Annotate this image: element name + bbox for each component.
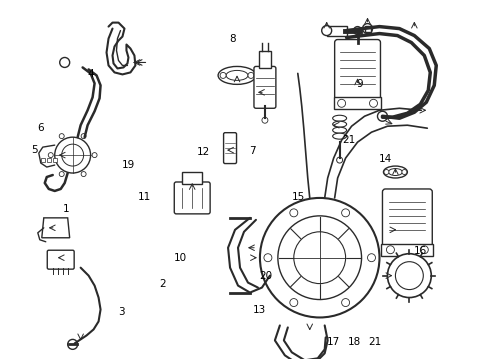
FancyBboxPatch shape: [382, 189, 431, 247]
Ellipse shape: [383, 166, 407, 178]
Text: 1: 1: [63, 204, 70, 215]
Circle shape: [59, 134, 64, 139]
Circle shape: [401, 170, 406, 175]
Circle shape: [277, 216, 361, 300]
Text: 6: 6: [38, 123, 44, 133]
Ellipse shape: [387, 168, 402, 176]
Circle shape: [262, 117, 267, 123]
Text: 13: 13: [253, 305, 266, 315]
Circle shape: [321, 26, 331, 36]
FancyBboxPatch shape: [253, 67, 275, 108]
Circle shape: [395, 262, 423, 289]
FancyBboxPatch shape: [174, 182, 210, 214]
Circle shape: [293, 232, 345, 284]
Text: 9: 9: [356, 79, 363, 89]
Text: 20: 20: [259, 271, 272, 281]
Text: 16: 16: [413, 246, 427, 256]
Text: 19: 19: [122, 160, 135, 170]
Circle shape: [55, 137, 90, 173]
Circle shape: [369, 99, 377, 107]
Bar: [53, 158, 57, 162]
Circle shape: [289, 209, 297, 217]
Circle shape: [336, 157, 342, 163]
Ellipse shape: [332, 121, 346, 127]
Circle shape: [220, 72, 225, 78]
Circle shape: [67, 339, 78, 349]
FancyBboxPatch shape: [334, 40, 380, 100]
Circle shape: [81, 172, 86, 176]
Bar: [326, 26, 346, 36]
Circle shape: [337, 99, 345, 107]
Circle shape: [341, 298, 349, 307]
Circle shape: [264, 254, 271, 262]
Circle shape: [386, 246, 394, 254]
Circle shape: [377, 111, 386, 121]
Bar: [41, 158, 45, 162]
Circle shape: [386, 254, 430, 298]
Text: 18: 18: [347, 337, 360, 347]
Circle shape: [48, 153, 53, 158]
Circle shape: [383, 170, 388, 175]
Ellipse shape: [225, 71, 247, 80]
Text: 15: 15: [292, 192, 305, 202]
Circle shape: [367, 254, 375, 262]
Bar: [333, 97, 381, 109]
Circle shape: [59, 172, 64, 176]
Circle shape: [61, 144, 83, 166]
Circle shape: [353, 27, 361, 35]
Bar: [47, 158, 51, 162]
Text: 21: 21: [341, 135, 354, 145]
Text: 21: 21: [368, 337, 381, 347]
Ellipse shape: [332, 133, 346, 139]
Text: 8: 8: [228, 35, 235, 44]
Circle shape: [60, 58, 69, 67]
Ellipse shape: [332, 127, 346, 133]
Text: 17: 17: [326, 337, 340, 347]
Text: 14: 14: [378, 154, 391, 164]
Circle shape: [260, 198, 379, 318]
Circle shape: [81, 134, 86, 139]
Bar: [381, 244, 432, 256]
Ellipse shape: [218, 67, 255, 84]
Circle shape: [420, 246, 427, 254]
Bar: [182, 172, 202, 184]
Text: 5: 5: [31, 144, 38, 154]
Text: 4: 4: [87, 69, 94, 79]
Text: 12: 12: [196, 147, 209, 157]
Polygon shape: [41, 218, 69, 238]
Circle shape: [247, 72, 253, 78]
Circle shape: [341, 209, 349, 217]
Text: 11: 11: [137, 192, 150, 202]
Circle shape: [289, 298, 297, 307]
Bar: [364, 26, 370, 32]
Text: 10: 10: [174, 253, 186, 263]
Bar: [259, 50, 270, 68]
FancyBboxPatch shape: [223, 133, 236, 163]
Circle shape: [92, 153, 97, 158]
Ellipse shape: [332, 115, 346, 121]
Circle shape: [362, 24, 372, 33]
Text: 3: 3: [118, 307, 124, 317]
FancyBboxPatch shape: [47, 250, 74, 269]
Text: 7: 7: [249, 146, 256, 156]
Text: 2: 2: [159, 279, 165, 289]
